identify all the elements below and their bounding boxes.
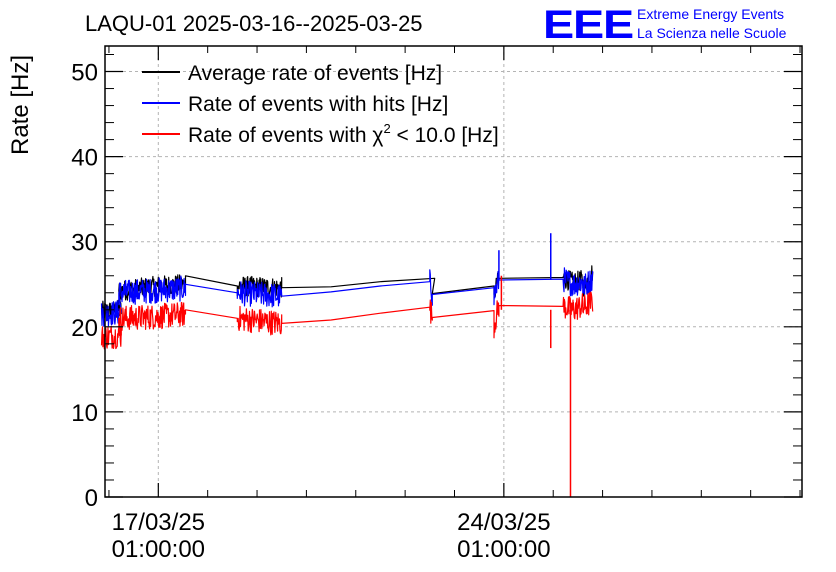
axis-ticks: 0102030405017/03/2501:00:0024/03/2501:00… bbox=[71, 46, 802, 563]
legend: Average rate of events [Hz] Rate of even… bbox=[142, 62, 499, 147]
y-tick-label: 20 bbox=[71, 315, 98, 342]
legend-label-chi2-sup: 2 bbox=[383, 121, 390, 136]
series-line-average bbox=[100, 265, 594, 320]
y-tick-label: 30 bbox=[71, 230, 98, 257]
eee-logo-line1: Extreme Energy Events bbox=[637, 6, 784, 22]
legend-entry-chi2: Rate of events with χ2 < 10.0 [Hz] bbox=[142, 121, 499, 147]
series-line-chi2 bbox=[100, 291, 594, 350]
grid bbox=[105, 46, 802, 497]
y-tick-label: 40 bbox=[71, 145, 98, 172]
plot-frame bbox=[104, 45, 803, 498]
chart-title: LAQU-01 2025-03-16--2025-03-25 bbox=[85, 11, 423, 36]
legend-entry-hits: Rate of events with hits [Hz] bbox=[142, 93, 448, 116]
y-axis-label: Rate [Hz] bbox=[7, 55, 34, 155]
series-line-hits bbox=[100, 267, 594, 327]
legend-label-chi2-tail: < 10.0 [Hz] bbox=[391, 124, 499, 147]
legend-label-hits: Rate of events with hits [Hz] bbox=[188, 93, 448, 116]
x-tick-label-time: 01:00:00 bbox=[112, 536, 205, 563]
y-tick-label: 10 bbox=[71, 400, 98, 427]
series-layer bbox=[100, 233, 594, 497]
legend-label-average: Average rate of events [Hz] bbox=[188, 62, 442, 85]
eee-logo-line2: La Scienza nelle Scuole bbox=[637, 25, 787, 41]
legend-entry-average: Average rate of events [Hz] bbox=[142, 62, 442, 85]
x-tick-label-time: 01:00:00 bbox=[457, 536, 550, 563]
y-tick-label: 50 bbox=[71, 60, 98, 87]
x-tick-label-date: 24/03/25 bbox=[457, 509, 550, 536]
x-tick-label-date: 17/03/25 bbox=[112, 509, 205, 536]
eee-logo: EEE bbox=[543, 3, 633, 47]
legend-label-chi2-main: Rate of events with χ bbox=[188, 124, 383, 147]
legend-label-chi2: Rate of events with χ2 < 10.0 [Hz] bbox=[188, 121, 499, 147]
y-tick-label: 0 bbox=[85, 485, 98, 512]
